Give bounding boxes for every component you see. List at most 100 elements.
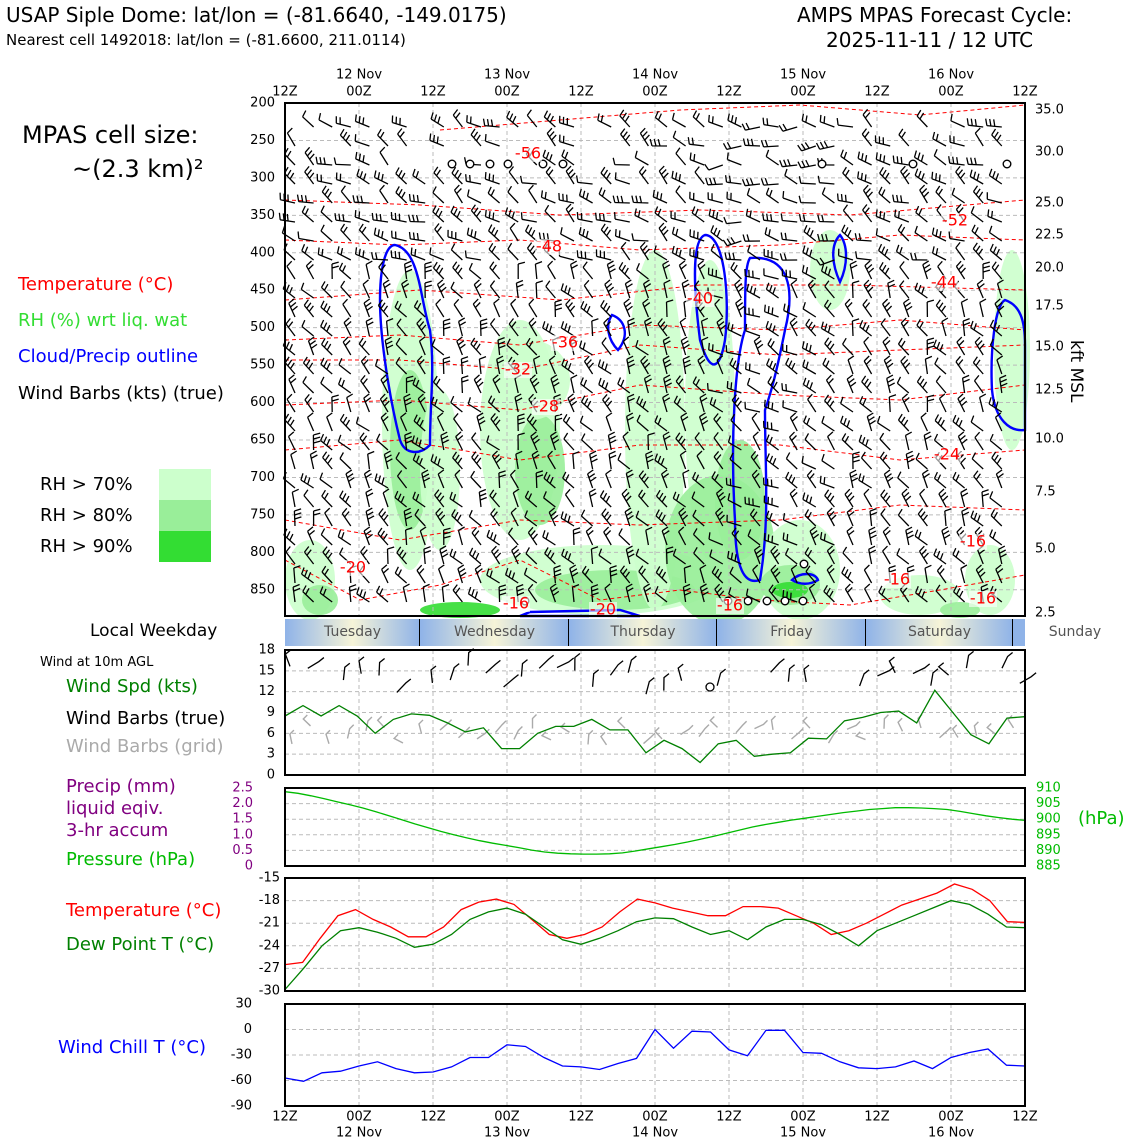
wind-barb <box>882 298 893 318</box>
wind-barb <box>434 489 445 508</box>
wind-barb <box>826 545 835 565</box>
wind-barb <box>693 546 705 565</box>
wind-barb <box>284 147 296 166</box>
wind-barb <box>437 469 445 489</box>
wind-barb <box>589 450 598 470</box>
wind-barb <box>982 261 991 280</box>
wind-barb <box>709 549 724 565</box>
temperature-label-bg <box>933 447 961 463</box>
wind-barb <box>974 336 985 356</box>
wind-barb <box>620 128 631 147</box>
wind-barb <box>416 564 426 584</box>
wind-barb <box>762 477 779 489</box>
wind-barb <box>598 548 612 565</box>
wind-barb <box>507 242 519 261</box>
bottom-tick-label: 00Z <box>494 1110 520 1125</box>
wind-barb <box>469 547 482 565</box>
wind-barb <box>679 317 687 337</box>
wind-barb <box>836 193 854 204</box>
wind-barb <box>453 298 463 318</box>
wind-barb <box>879 451 891 470</box>
wind-barb <box>339 490 352 508</box>
pressure-tick-label: 450 <box>250 283 275 298</box>
wind-barb <box>949 135 965 147</box>
wind-barb <box>315 156 333 166</box>
wind-barb <box>391 115 407 128</box>
wind-barb <box>711 471 724 489</box>
wind-barb <box>412 491 426 508</box>
wind-barb <box>661 526 670 546</box>
wind-barb <box>989 433 1003 451</box>
wind-barb <box>770 564 781 584</box>
wind-barb <box>439 545 449 565</box>
wind-barb <box>600 223 612 242</box>
wind-barb <box>561 548 575 565</box>
wind-barb <box>802 359 817 375</box>
wind-barb <box>519 175 537 185</box>
wind-barb <box>692 509 705 527</box>
wind-barb <box>896 548 910 565</box>
wind-barb <box>948 231 965 242</box>
wind-barb <box>338 262 352 280</box>
wind-barb <box>429 247 445 261</box>
wind-barb <box>600 299 612 318</box>
wind-barb <box>704 163 724 171</box>
wind-barb <box>692 110 705 128</box>
temperature-contour <box>284 284 1026 301</box>
wind-barb <box>348 584 357 603</box>
cloud-outline <box>790 572 820 585</box>
wind-barb <box>452 261 463 280</box>
wind-barb <box>395 356 408 375</box>
wind-barb <box>638 489 649 508</box>
kft-tick-label: 30.0 <box>1035 145 1064 160</box>
wind-barb <box>320 319 333 337</box>
wind-barb <box>672 491 686 508</box>
weekday-label: Wednesday <box>454 624 535 640</box>
temperature-contour-label: -48 <box>536 237 562 256</box>
wind-barb <box>341 507 352 527</box>
wind-barb <box>671 245 686 261</box>
wind-barb <box>471 451 482 470</box>
wind-barb <box>450 395 463 413</box>
wind-barb <box>432 186 445 204</box>
wind-barb <box>527 583 538 603</box>
wind-barb <box>640 355 651 375</box>
wind-barb <box>422 583 430 603</box>
wind-barb <box>293 508 302 527</box>
wind-barb <box>744 306 761 318</box>
wind-barb <box>864 260 875 280</box>
true-wind-barb <box>342 662 351 681</box>
wind-barb <box>986 192 1002 204</box>
calm-wind-circle <box>503 159 513 169</box>
wind-barb <box>991 261 1003 280</box>
wind-barb <box>901 393 910 413</box>
wind-barb <box>956 336 966 356</box>
wind-barb <box>394 490 408 508</box>
wind-barb <box>523 567 538 584</box>
wind-barb <box>623 298 633 318</box>
wind-barb <box>490 508 501 527</box>
wind-barb <box>841 224 854 242</box>
precip-tick-label: 1.5 <box>232 812 253 827</box>
wind-barb <box>898 128 910 147</box>
wind-barb <box>635 510 649 527</box>
wind-barb <box>484 209 500 223</box>
wind-barb <box>713 413 724 432</box>
pressure-tick-label: 550 <box>250 358 275 373</box>
grid-wind-barb <box>392 733 404 744</box>
wind-barb <box>701 336 709 356</box>
precip-label-2: liquid eqiv. <box>66 798 164 819</box>
wind-barb <box>636 414 649 432</box>
wind-barb <box>880 489 891 508</box>
wind-barb <box>320 205 333 223</box>
top-tick-label: 00Z <box>346 85 372 100</box>
wind-barb <box>781 268 798 280</box>
wind-barb <box>511 545 521 565</box>
temperature-contour <box>285 344 1026 371</box>
wind-barb <box>846 507 855 527</box>
temp-frame <box>284 877 1026 992</box>
wind-barb <box>622 431 631 451</box>
wind-barb <box>900 355 911 375</box>
wind-barb <box>900 165 911 185</box>
pressure-tick-label: 500 <box>250 320 275 335</box>
